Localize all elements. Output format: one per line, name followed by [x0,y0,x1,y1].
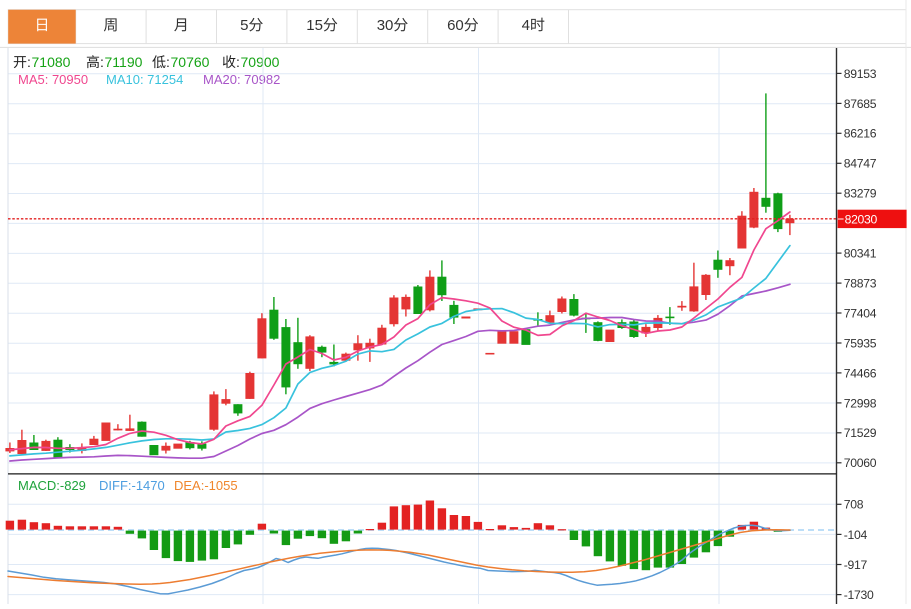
svg-text:708: 708 [844,498,864,512]
svg-text:-917: -917 [844,558,868,572]
svg-text:82030: 82030 [845,212,878,226]
svg-text:DIFF:-1470: DIFF:-1470 [99,478,165,493]
svg-text:70060: 70060 [844,456,877,470]
svg-text:84747: 84747 [844,157,877,171]
svg-text:15: 15 [306,17,323,34]
svg-text:77404: 77404 [844,306,877,320]
svg-text:MA5: 70950: MA5: 70950 [18,72,88,87]
svg-text:71080: 71080 [32,54,71,70]
svg-text:78873: 78873 [844,277,877,291]
svg-text:86216: 86216 [844,127,877,141]
svg-text:83279: 83279 [844,187,877,201]
svg-text::: : [27,54,31,70]
svg-text:89153: 89153 [844,67,877,81]
svg-text:30: 30 [377,17,394,34]
svg-text::: : [166,54,170,70]
svg-text:70760: 70760 [171,54,210,70]
svg-text:87685: 87685 [844,97,877,111]
svg-text:MACD:-829: MACD:-829 [18,478,86,493]
svg-text:75935: 75935 [844,336,877,350]
svg-text:60: 60 [447,17,464,34]
svg-text:71529: 71529 [844,426,877,440]
svg-text:71190: 71190 [105,54,143,70]
svg-text:5: 5 [240,17,248,34]
svg-text:MA10: 71254: MA10: 71254 [106,72,183,87]
svg-text:70900: 70900 [241,54,280,70]
svg-text:DEA:-1055: DEA:-1055 [174,478,238,493]
svg-text:74466: 74466 [844,366,877,380]
svg-text::: : [100,54,104,70]
svg-text:4: 4 [522,17,530,34]
svg-text::: : [236,54,240,70]
svg-text:-1730: -1730 [844,588,874,602]
svg-text:-104: -104 [844,528,868,542]
svg-text:80341: 80341 [844,247,877,261]
svg-text:72998: 72998 [844,396,877,410]
svg-text:MA20: 70982: MA20: 70982 [203,72,280,87]
